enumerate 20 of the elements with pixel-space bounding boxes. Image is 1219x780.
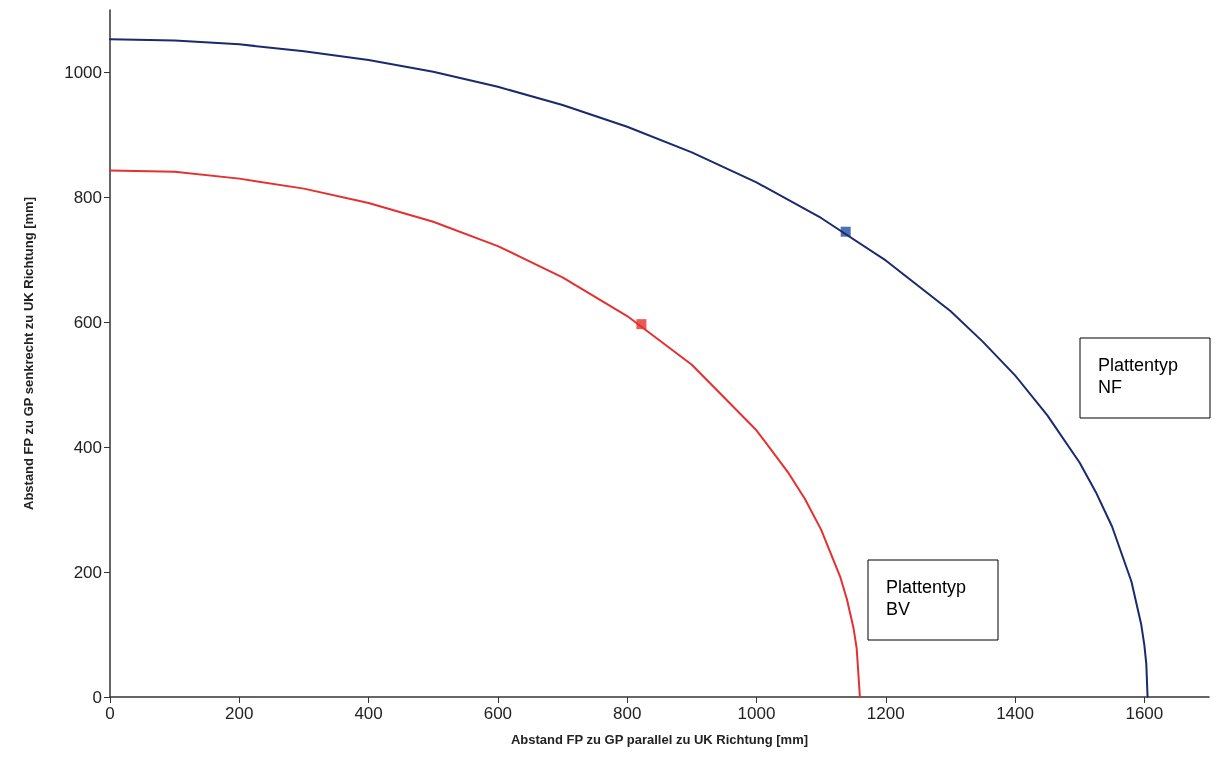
x-tick-label: 1200 bbox=[866, 704, 905, 723]
x-tick-label: 1600 bbox=[1125, 704, 1164, 723]
x-tick-label: 400 bbox=[354, 704, 383, 723]
y-tick-label: 600 bbox=[73, 312, 102, 332]
x-tick-label: 200 bbox=[225, 704, 254, 723]
y-tick-label: 1000 bbox=[64, 62, 102, 82]
y-tick-label: 400 bbox=[73, 437, 102, 457]
x-axis-title: Abstand FP zu GP parallel zu UK Richtung [mm] bbox=[510, 732, 809, 747]
y-tick-label: 200 bbox=[73, 562, 102, 582]
y-tick-label: 0 bbox=[92, 687, 102, 707]
annotation: Plattentyp BV bbox=[886, 577, 967, 619]
x-tick-label: 0 bbox=[105, 704, 115, 723]
y-tick-label: 800 bbox=[73, 187, 102, 207]
x-tick-label: 800 bbox=[612, 704, 642, 723]
x-tick-label: 600 bbox=[483, 704, 513, 723]
y-axis-title: Abstand FP zu GP senkrecht zu UK Richtung [mm] bbox=[21, 197, 36, 510]
x-tick-label: 1400 bbox=[996, 704, 1034, 723]
line-series bbox=[109, 169, 861, 698]
x-tick-label: 1000 bbox=[737, 704, 776, 723]
annotation: Plattentyp NF bbox=[1098, 355, 1179, 397]
